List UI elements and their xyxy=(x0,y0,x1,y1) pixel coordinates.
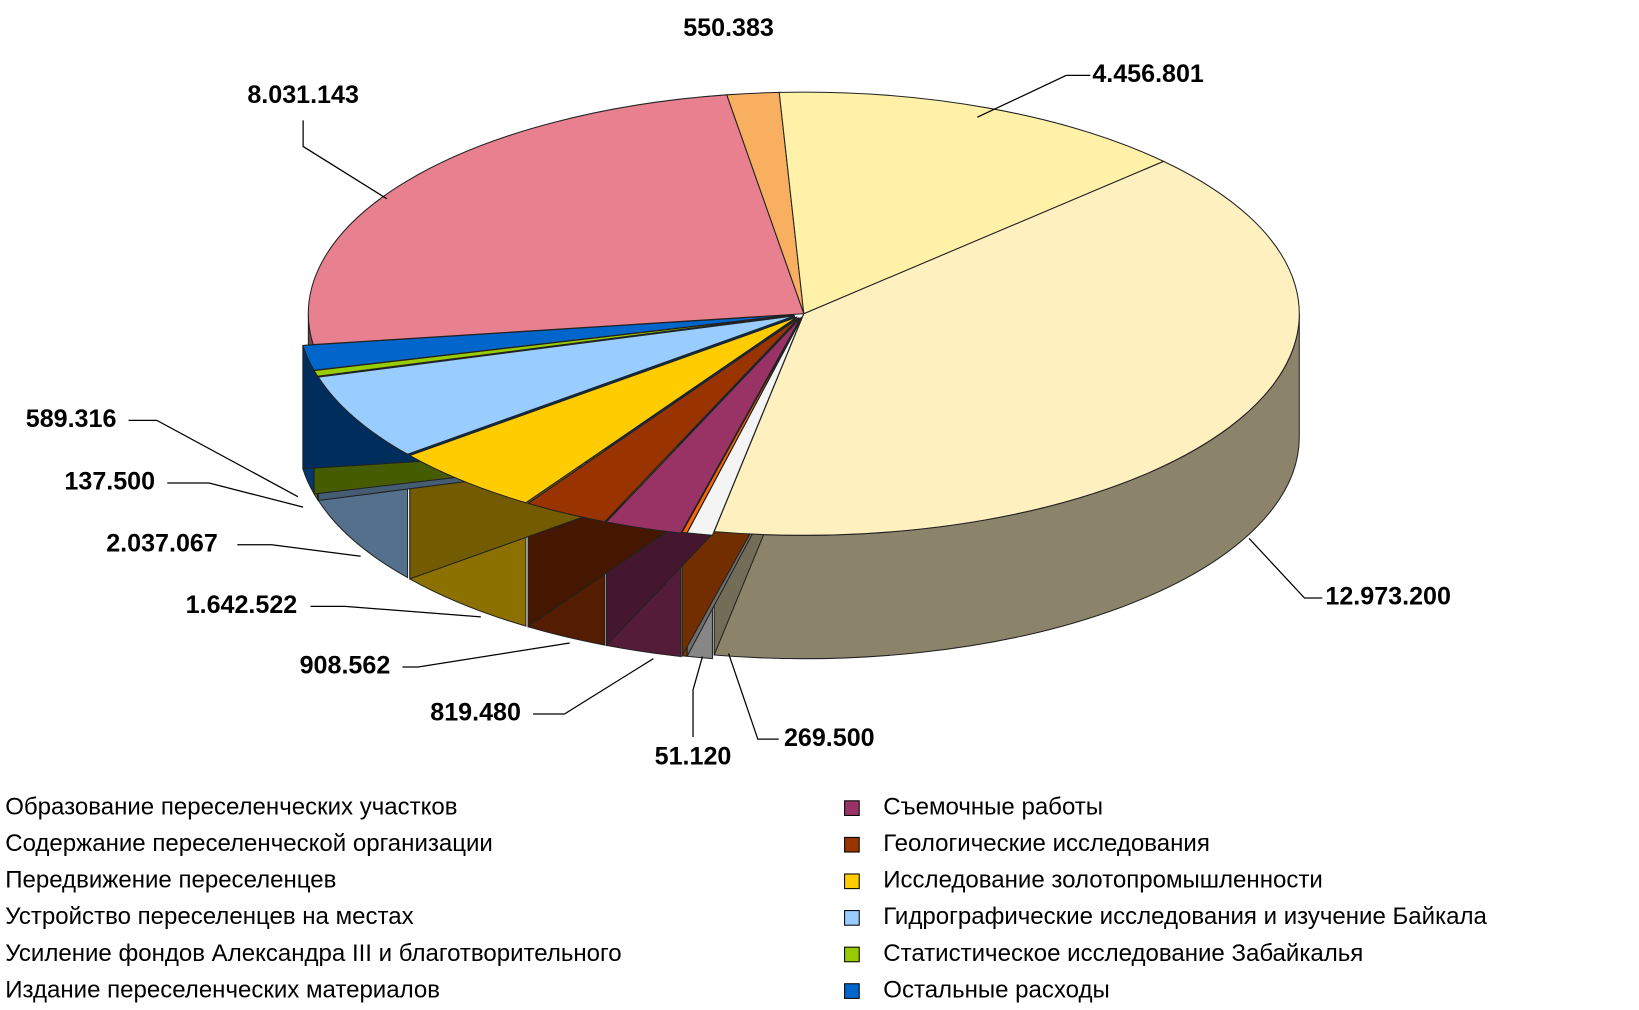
slice xyxy=(605,317,801,534)
data-label: 8.031.143 xyxy=(247,81,359,109)
legend-label: Передвижение переселенцев xyxy=(5,867,336,894)
legend-marker xyxy=(844,983,860,999)
leader-line xyxy=(302,120,388,200)
legend-label: Содержание переселенческой организации xyxy=(5,830,493,857)
data-label: 137.500 xyxy=(64,468,155,496)
leader-line xyxy=(167,482,304,508)
legend-marker xyxy=(844,800,860,816)
slice xyxy=(317,315,795,455)
legend-label: Съемочные работы xyxy=(883,793,1103,820)
legend: Образование переселенческих участков Соде… xyxy=(5,793,1487,1003)
data-label: 819.480 xyxy=(430,699,521,727)
data-label: 550.383 xyxy=(683,14,774,42)
leader-line xyxy=(977,74,1091,118)
slice xyxy=(302,314,794,371)
slice xyxy=(408,316,798,504)
data-label: 908.562 xyxy=(300,652,391,680)
slice xyxy=(307,94,805,346)
data-label: 1.642.522 xyxy=(186,591,298,619)
legend-label: Статистическое исследование Забайкалья xyxy=(883,940,1363,967)
leader-line xyxy=(692,656,704,738)
legend-label: Образование переселенческих участков xyxy=(5,793,457,820)
legend-marker xyxy=(844,946,860,963)
data-label: 12.973.200 xyxy=(1325,583,1451,611)
slice xyxy=(526,317,800,523)
data-label: 269.500 xyxy=(784,724,875,752)
legend-marker xyxy=(844,836,860,853)
data-label: 51.120 xyxy=(655,743,732,771)
legend-label: Геологические исследования xyxy=(883,830,1210,857)
leader-line xyxy=(237,544,361,557)
data-label: 589.316 xyxy=(26,405,117,433)
data-label: 4.456.801 xyxy=(1092,60,1204,88)
legend-label: Гидрографические исследования и изучение… xyxy=(883,903,1487,930)
pie-tops xyxy=(302,91,1300,536)
leader-line xyxy=(1248,538,1323,599)
legend-label: Устройство переселенцев на местах xyxy=(5,903,413,930)
leader-line xyxy=(727,653,779,740)
data-labels: 8.031.143 550.383 4.456.801 12.973.200 269.5… xyxy=(26,14,1451,771)
legend-marker xyxy=(844,910,860,926)
legend-label: Усиление фондов Александра III и благотв… xyxy=(5,940,621,967)
leader-line xyxy=(310,605,481,618)
slice xyxy=(713,160,1300,536)
slice xyxy=(778,91,1165,315)
slice xyxy=(681,317,803,534)
legend-marker xyxy=(844,873,860,890)
legend-label: Остальные расходы xyxy=(883,976,1110,1003)
data-label: 2.037.067 xyxy=(106,529,218,557)
leader-line xyxy=(533,658,654,715)
legend-label: Издание переселенческих материалов xyxy=(5,976,440,1003)
legend-label: Исследование золотопромышленности xyxy=(883,867,1323,894)
leader-line xyxy=(128,419,299,498)
leader-line xyxy=(402,642,570,668)
